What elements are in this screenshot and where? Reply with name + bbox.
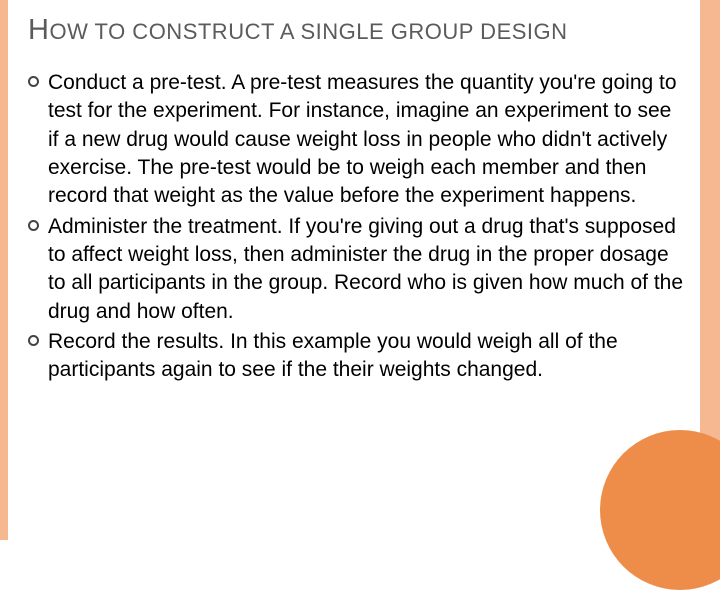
bullet-icon: [28, 76, 39, 87]
list-item: Record the results. In this example you …: [28, 328, 686, 385]
slide-content: HOW TO CONSTRUCT A SINGLE GROUP DESIGN C…: [0, 0, 720, 385]
slide-title: HOW TO CONSTRUCT A SINGLE GROUP DESIGN: [28, 14, 686, 47]
list-item: Conduct a pre-test. A pre-test measures …: [28, 69, 686, 211]
bullet-icon: [28, 335, 39, 346]
list-item: Administer the treatment. If you're givi…: [28, 213, 686, 326]
bullet-icon: [28, 220, 39, 231]
title-cap: H: [28, 14, 49, 46]
title-rest: OW TO CONSTRUCT A SINGLE GROUP DESIGN: [49, 19, 567, 44]
accent-circle: [600, 430, 720, 590]
bullet-text: Conduct a pre-test. A pre-test measures …: [48, 71, 677, 207]
bullet-text: Record the results. In this example you …: [48, 330, 618, 381]
bullet-text: Administer the treatment. If you're givi…: [48, 215, 683, 323]
bullet-list: Conduct a pre-test. A pre-test measures …: [28, 69, 686, 385]
